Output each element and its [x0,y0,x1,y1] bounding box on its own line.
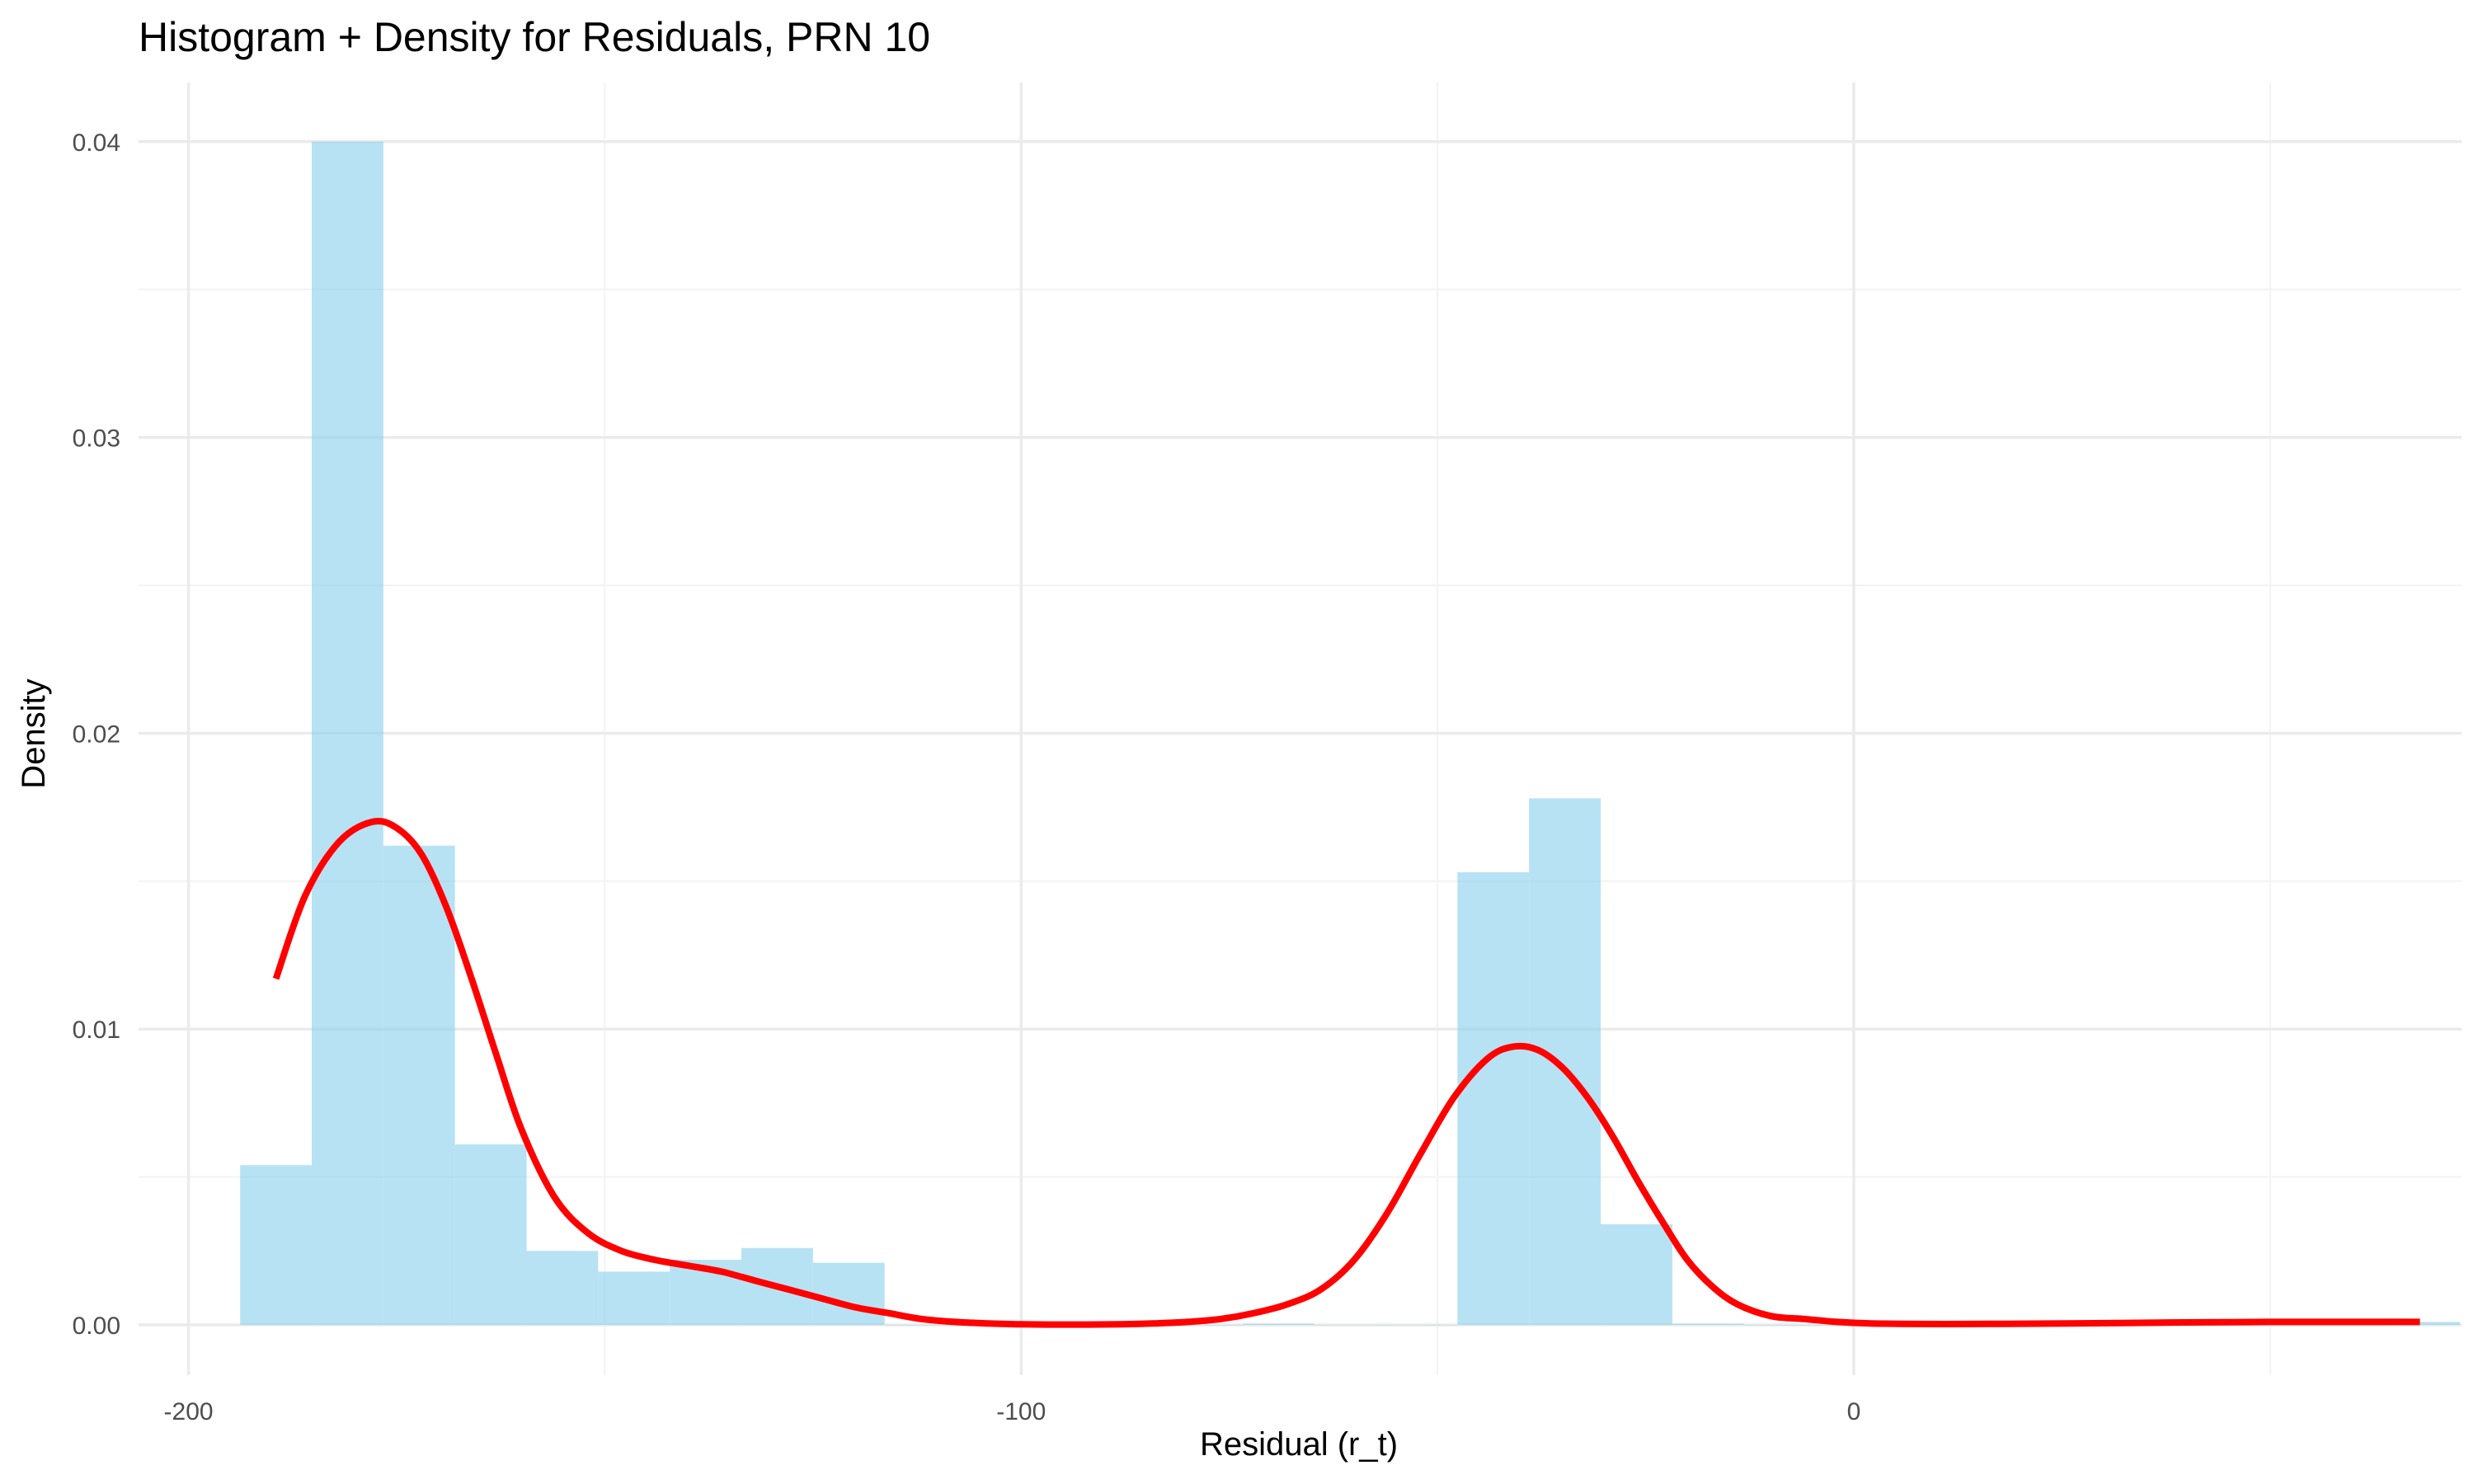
density-curve [272,817,2420,1328]
y-tick-label: 0.04 [73,129,120,157]
histogram-bar-8 [812,1262,885,1326]
histogram-bar-20 [1672,1323,1744,1326]
y-tick-label: 0.02 [73,721,120,748]
histogram-bar-14 [1242,1323,1315,1326]
histogram-bar-21 [1743,1325,1816,1326]
chart-title: Histogram + Density for Residuals, PRN 1… [139,14,930,60]
x-axis-title: Residual (r_t) [1200,1426,1398,1463]
x-axis-ticks: -200 -100 0 [164,1398,1861,1425]
x-tick-label: -200 [164,1398,214,1425]
histogram-bar-19 [1600,1224,1672,1326]
histogram-bar-17 [1457,872,1530,1326]
histogram-bar-5 [598,1271,670,1326]
histogram-bar-13 [1171,1325,1243,1326]
y-tick-label: 0.03 [73,425,120,453]
histogram-bar-2 [383,845,455,1326]
histogram-bars [240,141,2460,1326]
histogram-bar-4 [526,1251,599,1326]
y-axis-ticks: 0.00 0.01 0.02 0.03 0.04 [73,129,120,1340]
histogram-bar-15 [1314,1325,1386,1326]
x-tick-label: -100 [996,1398,1046,1425]
y-axis-title: Density [16,679,52,788]
histogram-bar-1 [312,141,383,1326]
x-tick-label: 0 [1847,1398,1861,1425]
histogram-bar-16 [1385,1325,1458,1326]
histogram-bar-30 [2388,1322,2460,1326]
y-tick-label: 0.01 [73,1017,120,1044]
density-curve-group [272,817,2420,1328]
histogram-bar-18 [1529,798,1601,1326]
histogram-bar-0 [240,1165,313,1326]
histogram-bar-9 [884,1325,957,1326]
histogram-bar-3 [454,1144,527,1326]
y-tick-label: 0.00 [73,1313,120,1340]
grid-lines [139,82,2462,1375]
